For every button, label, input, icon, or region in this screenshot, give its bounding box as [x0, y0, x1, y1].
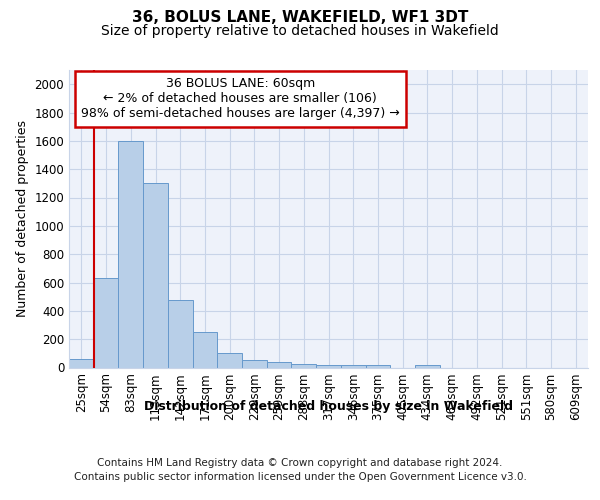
Bar [118, 141, 143, 368]
Bar [168, 300, 193, 368]
Bar [365, 364, 390, 368]
Bar [193, 332, 217, 368]
Bar [217, 354, 242, 368]
Bar [143, 184, 168, 368]
Text: Contains public sector information licensed under the Open Government Licence v3: Contains public sector information licen… [74, 472, 526, 482]
Bar [94, 278, 118, 368]
Y-axis label: Number of detached properties: Number of detached properties [16, 120, 29, 318]
Bar [242, 360, 267, 368]
Bar [267, 362, 292, 368]
Bar [292, 364, 316, 368]
Text: Distribution of detached houses by size in Wakefield: Distribution of detached houses by size … [145, 400, 513, 413]
Text: 36, BOLUS LANE, WAKEFIELD, WF1 3DT: 36, BOLUS LANE, WAKEFIELD, WF1 3DT [132, 10, 468, 25]
Text: 36 BOLUS LANE: 60sqm
← 2% of detached houses are smaller (106)
98% of semi-detac: 36 BOLUS LANE: 60sqm ← 2% of detached ho… [81, 78, 400, 120]
Bar [316, 364, 341, 368]
Text: Size of property relative to detached houses in Wakefield: Size of property relative to detached ho… [101, 24, 499, 38]
Bar [341, 366, 365, 368]
Text: Contains HM Land Registry data © Crown copyright and database right 2024.: Contains HM Land Registry data © Crown c… [97, 458, 503, 468]
Bar [415, 364, 440, 368]
Bar [69, 359, 94, 368]
